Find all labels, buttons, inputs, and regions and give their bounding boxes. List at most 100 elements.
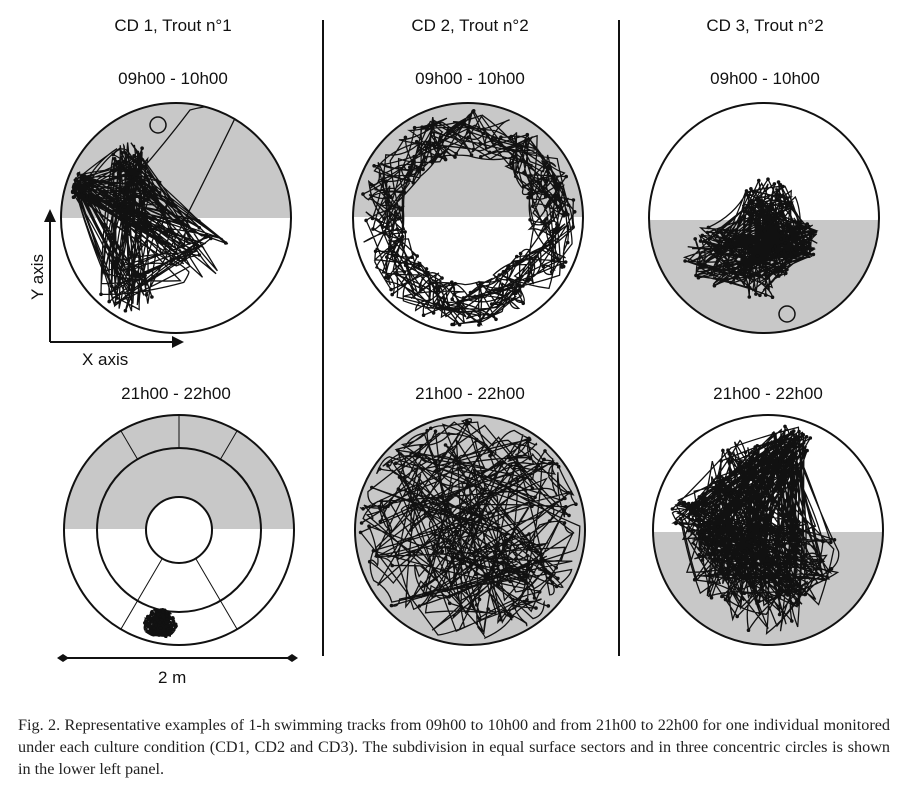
track-point <box>755 561 759 566</box>
track-point <box>766 212 771 216</box>
track-point <box>539 486 544 491</box>
track-point <box>747 295 752 299</box>
track-point <box>509 284 514 289</box>
track-point <box>725 239 729 244</box>
track-point <box>699 536 703 541</box>
track-point <box>764 222 768 226</box>
track-point <box>534 561 538 565</box>
track-point <box>743 549 747 553</box>
track-point <box>701 499 706 503</box>
track-point <box>777 596 782 600</box>
track-point <box>433 429 438 434</box>
track-point <box>785 236 789 240</box>
track-point <box>750 205 755 210</box>
track-point <box>721 501 726 506</box>
track-point <box>544 217 548 221</box>
inlet-marker <box>778 305 796 323</box>
track-point <box>99 292 103 297</box>
track-point <box>811 252 816 257</box>
track-point <box>832 538 837 542</box>
track-point <box>714 558 719 563</box>
track-point <box>543 194 548 199</box>
track-point <box>774 216 778 220</box>
track-point <box>797 220 801 224</box>
track-point <box>526 439 530 444</box>
track-point <box>735 614 739 619</box>
track-point <box>482 131 486 136</box>
track-point <box>555 205 560 210</box>
track-point <box>548 576 552 581</box>
track-point <box>783 241 788 245</box>
track-point <box>714 572 718 577</box>
track-point <box>706 225 711 230</box>
track-point <box>173 625 178 629</box>
track-point <box>748 286 752 290</box>
track-point <box>808 567 812 572</box>
track-point <box>389 603 394 608</box>
track-point <box>71 195 76 199</box>
track-point <box>805 222 809 226</box>
track-point <box>707 580 712 584</box>
track-point <box>686 501 691 506</box>
track-point <box>132 154 136 158</box>
track-point <box>743 450 748 455</box>
track-path <box>362 109 576 327</box>
track-point <box>796 519 800 524</box>
track-point <box>686 528 691 533</box>
track-point <box>795 226 800 231</box>
track-point <box>447 595 452 599</box>
track-point <box>791 431 795 436</box>
track-point <box>554 566 558 570</box>
track-point <box>749 538 754 543</box>
track-point <box>778 459 782 464</box>
track-point <box>821 577 826 581</box>
track-point <box>788 541 792 546</box>
time-label-cd2-night: 21h00 - 22h00 <box>415 384 525 403</box>
track-point <box>508 579 513 584</box>
track-point <box>443 443 448 447</box>
track-point <box>753 210 758 214</box>
track-point <box>809 236 813 241</box>
track-point <box>157 633 161 637</box>
track-point <box>408 168 412 173</box>
y-axis-arrowhead <box>44 209 56 222</box>
track-point <box>420 125 424 129</box>
track-point <box>149 617 153 621</box>
track-point <box>724 484 729 489</box>
track-point <box>775 531 779 536</box>
track-point <box>85 194 89 199</box>
track-point <box>115 296 119 300</box>
track-point <box>562 521 567 525</box>
track-point <box>556 576 560 581</box>
y-axis-label: Y axis <box>28 254 47 300</box>
track-point <box>402 270 407 274</box>
track-point <box>133 209 138 214</box>
track-point <box>446 545 450 550</box>
track-point <box>702 239 707 243</box>
track-point <box>701 493 706 498</box>
track-point <box>759 202 764 207</box>
track-point <box>370 485 374 490</box>
track-point <box>149 611 154 615</box>
track-point <box>739 263 744 267</box>
track-point <box>700 558 705 562</box>
track-point <box>738 563 742 568</box>
track-point <box>775 540 779 544</box>
track-point <box>101 269 105 274</box>
tank-cd2-night <box>354 414 586 646</box>
track-point <box>781 194 786 198</box>
track-point <box>734 539 739 544</box>
track-point <box>156 612 161 616</box>
column-title-cd2: CD 2, Trout n°2 <box>411 16 529 35</box>
track-point <box>495 278 499 282</box>
track-point <box>127 287 131 292</box>
track-point <box>111 152 115 157</box>
track-point <box>692 577 697 582</box>
track-point <box>130 267 134 272</box>
track-point <box>553 230 558 234</box>
track-point <box>773 244 777 249</box>
track-point <box>512 466 516 471</box>
track-point <box>815 572 819 577</box>
track-point <box>699 533 704 537</box>
track-point <box>689 506 693 511</box>
